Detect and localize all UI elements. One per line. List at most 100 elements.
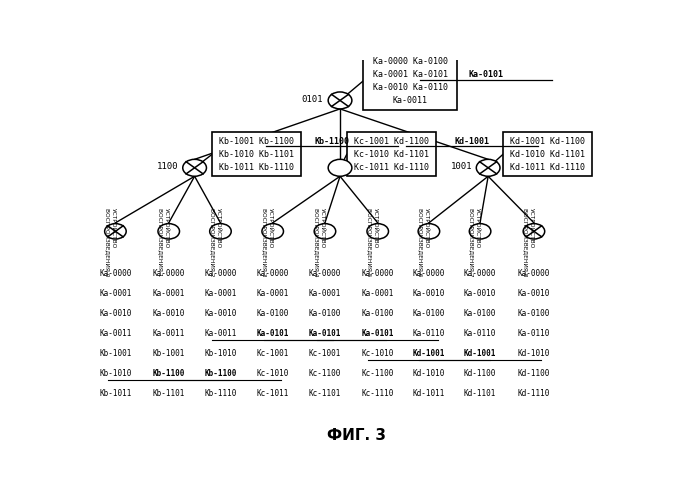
Circle shape bbox=[328, 160, 352, 176]
Text: Ka-0110: Ka-0110 bbox=[413, 329, 445, 338]
Text: Ka-0100: Ka-0100 bbox=[518, 309, 550, 318]
Text: Ka-0000: Ka-0000 bbox=[518, 269, 550, 278]
Text: Ka-0110: Ka-0110 bbox=[518, 329, 550, 338]
Text: Kd-1010: Kd-1010 bbox=[518, 350, 550, 358]
Bar bbox=[503, 132, 592, 176]
Text: Ka-0101: Ka-0101 bbox=[309, 329, 341, 338]
Text: Kc-1110: Kc-1110 bbox=[361, 390, 394, 398]
Text: Kd-1101: Kd-1101 bbox=[464, 390, 496, 398]
Text: Ka-0001: Ka-0001 bbox=[256, 289, 289, 298]
Text: Kb-1100: Kb-1100 bbox=[153, 370, 185, 378]
Text: УСТРОЙСТВО
ВОСПРОИЗВЕДЕНИЯ 5: УСТРОЙСТВО ВОСПРОИЗВЕДЕНИЯ 5 bbox=[367, 208, 378, 276]
Text: УСТРОЙСТВО
ВОСПРОИЗВЕДЕНИЯ 6: УСТРОЙСТВО ВОСПРОИЗВЕДЕНИЯ 6 bbox=[418, 208, 429, 276]
Text: Ka-0000: Ka-0000 bbox=[99, 269, 131, 278]
Circle shape bbox=[469, 224, 491, 239]
Text: Ka-0011: Ka-0011 bbox=[99, 329, 131, 338]
Circle shape bbox=[158, 224, 179, 239]
Text: Kc-1100: Kc-1100 bbox=[361, 370, 394, 378]
Text: Ka-0010: Ka-0010 bbox=[518, 289, 550, 298]
Text: Ka-0010: Ka-0010 bbox=[153, 309, 185, 318]
Text: Kb-1110: Kb-1110 bbox=[204, 390, 236, 398]
Text: Ka-0000: Ka-0000 bbox=[256, 269, 289, 278]
Text: Ka-0100: Ka-0100 bbox=[361, 309, 394, 318]
Text: Ka-0100: Ka-0100 bbox=[256, 309, 289, 318]
Text: Ka-0100: Ka-0100 bbox=[464, 309, 496, 318]
Text: Ka-0010: Ka-0010 bbox=[204, 309, 236, 318]
Text: Kb-1010 Kb-1101: Kb-1010 Kb-1101 bbox=[219, 150, 294, 159]
Circle shape bbox=[183, 160, 206, 176]
Bar bbox=[347, 132, 436, 176]
Circle shape bbox=[328, 92, 352, 109]
Text: 1001: 1001 bbox=[450, 162, 472, 171]
Text: ФИГ. 3: ФИГ. 3 bbox=[327, 428, 386, 443]
Text: Ka-0010: Ka-0010 bbox=[99, 309, 131, 318]
Text: Kc-1010 Kd-1101: Kc-1010 Kd-1101 bbox=[354, 150, 429, 159]
Text: Ka-0001: Ka-0001 bbox=[153, 289, 185, 298]
Text: УСТРОЙСТВО
ВОСПРОИЗВЕДЕНИЯ 3: УСТРОЙСТВО ВОСПРОИЗВЕДЕНИЯ 3 bbox=[262, 208, 272, 276]
Text: Ka-0010: Ka-0010 bbox=[413, 289, 445, 298]
Text: Kd-1010: Kd-1010 bbox=[413, 370, 445, 378]
Text: Kb-1100: Kb-1100 bbox=[315, 136, 350, 145]
Text: Ka-0001 Ka-0101: Ka-0001 Ka-0101 bbox=[373, 70, 448, 79]
Text: Kd-1110: Kd-1110 bbox=[518, 390, 550, 398]
Text: Kc-1011 Kd-1110: Kc-1011 Kd-1110 bbox=[354, 163, 429, 172]
Text: Ka-0000: Ka-0000 bbox=[204, 269, 236, 278]
Text: Ka-0001: Ka-0001 bbox=[99, 289, 131, 298]
Text: 0101: 0101 bbox=[302, 95, 322, 104]
Text: Kb-1010: Kb-1010 bbox=[99, 370, 131, 378]
Text: Ka-0000: Ka-0000 bbox=[464, 269, 496, 278]
Text: Ka-0000 Ka-0100: Ka-0000 Ka-0100 bbox=[373, 57, 448, 66]
Text: Kb-1010: Kb-1010 bbox=[204, 350, 236, 358]
Bar bbox=[212, 132, 301, 176]
Text: Kc-1001: Kc-1001 bbox=[309, 350, 341, 358]
Circle shape bbox=[523, 224, 545, 239]
Text: 1100: 1100 bbox=[157, 162, 179, 171]
Text: УСТРОЙСТВО
ВОСПРОИЗВЕДЕНИЯ 4: УСТРОЙСТВО ВОСПРОИЗВЕДЕНИЯ 4 bbox=[314, 208, 325, 276]
Text: Ka-0001: Ka-0001 bbox=[361, 289, 394, 298]
Text: Kd-1100: Kd-1100 bbox=[518, 370, 550, 378]
Text: Ka-0011: Ka-0011 bbox=[393, 96, 427, 106]
Text: Ka-0000: Ka-0000 bbox=[413, 269, 445, 278]
Text: Ka-0000: Ka-0000 bbox=[361, 269, 394, 278]
Text: Kc-1001 Kd-1100: Kc-1001 Kd-1100 bbox=[354, 136, 429, 145]
Text: Kd-1001 Kd-1100: Kd-1001 Kd-1100 bbox=[510, 136, 585, 145]
Text: Ka-0101: Ka-0101 bbox=[361, 329, 394, 338]
Text: Kb-1001: Kb-1001 bbox=[99, 350, 131, 358]
Text: Kc-1011: Kc-1011 bbox=[256, 390, 289, 398]
Text: Ka-0100: Ka-0100 bbox=[309, 309, 341, 318]
Text: Ka-0110: Ka-0110 bbox=[464, 329, 496, 338]
Text: Kb-1011 Kb-1110: Kb-1011 Kb-1110 bbox=[219, 163, 294, 172]
Text: Kb-1101: Kb-1101 bbox=[153, 390, 185, 398]
Circle shape bbox=[210, 224, 231, 239]
Text: Kd-1001: Kd-1001 bbox=[413, 350, 445, 358]
Text: Ka-0000: Ka-0000 bbox=[153, 269, 185, 278]
Text: Kc-1010: Kc-1010 bbox=[256, 370, 289, 378]
Text: Ka-0100: Ka-0100 bbox=[413, 309, 445, 318]
Text: Kd-1011: Kd-1011 bbox=[413, 390, 445, 398]
Text: УСТРОЙСТВО
ВОСПРОИЗВЕДЕНИЯ 8: УСТРОЙСТВО ВОСПРОИЗВЕДЕНИЯ 8 bbox=[523, 208, 534, 276]
Circle shape bbox=[476, 160, 500, 176]
Text: Ka-0011: Ka-0011 bbox=[204, 329, 236, 338]
Text: Ka-0000: Ka-0000 bbox=[309, 269, 341, 278]
Text: Kd-1001: Kd-1001 bbox=[464, 350, 496, 358]
Circle shape bbox=[314, 224, 336, 239]
Text: Kb-1100: Kb-1100 bbox=[204, 370, 236, 378]
Text: Kc-1100: Kc-1100 bbox=[309, 370, 341, 378]
Circle shape bbox=[418, 224, 440, 239]
Text: Ka-0010 Ka-0110: Ka-0010 Ka-0110 bbox=[373, 83, 448, 92]
Text: Kc-1001: Kc-1001 bbox=[256, 350, 289, 358]
Text: Ka-0101: Ka-0101 bbox=[468, 70, 503, 79]
Circle shape bbox=[262, 224, 284, 239]
Text: УСТРОЙСТВО
ВОСПРОИЗВЕДЕНИЯ 0: УСТРОЙСТВО ВОСПРОИЗВЕДЕНИЯ 0 bbox=[105, 208, 115, 276]
Text: Kd-1010 Kd-1101: Kd-1010 Kd-1101 bbox=[510, 150, 585, 159]
Text: УСТРОЙСТВО
ВОСПРОИЗВЕДЕНИЯ 2: УСТРОЙСТВО ВОСПРОИЗВЕДЕНИЯ 2 bbox=[210, 208, 220, 276]
Text: Kb-1001: Kb-1001 bbox=[153, 350, 185, 358]
Text: Kc-1101: Kc-1101 bbox=[309, 390, 341, 398]
Text: Kd-1100: Kd-1100 bbox=[464, 370, 496, 378]
Text: УСТРОЙСТВО
ВОСПРОИЗВЕДЕНИЯ 7: УСТРОЙСТВО ВОСПРОИЗВЕДЕНИЯ 7 bbox=[469, 208, 480, 276]
Text: Ka-0101: Ka-0101 bbox=[256, 329, 289, 338]
Text: Kd-1001: Kd-1001 bbox=[455, 136, 489, 145]
Circle shape bbox=[367, 224, 389, 239]
Text: Ka-0001: Ka-0001 bbox=[309, 289, 341, 298]
Text: Kb-1001 Kb-1100: Kb-1001 Kb-1100 bbox=[219, 136, 294, 145]
